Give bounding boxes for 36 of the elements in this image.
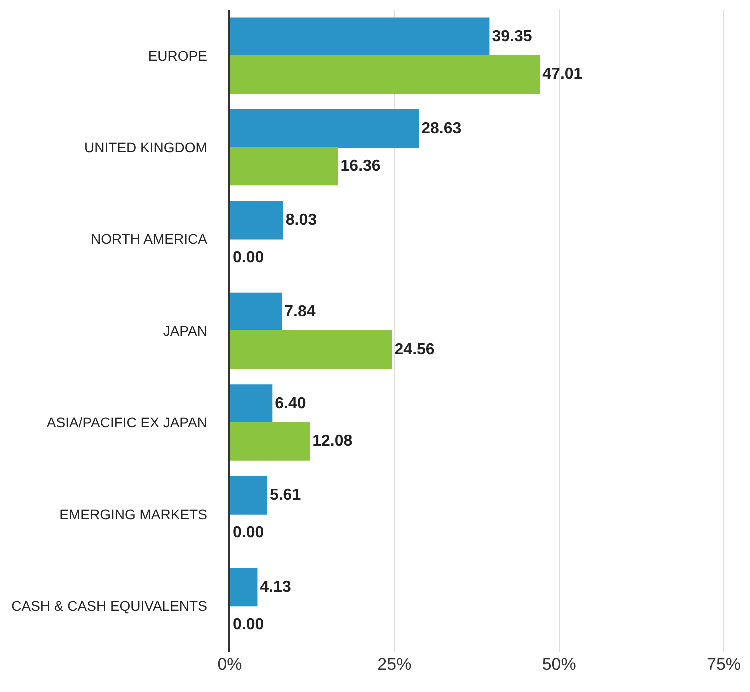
bar bbox=[230, 109, 420, 148]
bar bbox=[230, 384, 273, 424]
data-label: 4.13 bbox=[260, 578, 292, 596]
bar bbox=[230, 476, 268, 515]
y-tick-label: EUROPE bbox=[148, 48, 208, 64]
data-label: 28.63 bbox=[422, 120, 462, 138]
data-label: 0.00 bbox=[233, 616, 264, 634]
x-tick-label: 0% bbox=[218, 655, 242, 674]
y-tick-label: CASH & CASH EQUIVALENTS bbox=[12, 598, 208, 614]
y-tick-label: JAPAN bbox=[163, 322, 208, 339]
data-label: 7.84 bbox=[284, 304, 316, 321]
y-tick-label: NORTH AMERICA bbox=[91, 231, 208, 248]
data-label: 6.40 bbox=[275, 395, 306, 412]
bar bbox=[230, 292, 282, 332]
data-label: 24.56 bbox=[394, 341, 435, 358]
bar bbox=[230, 422, 310, 461]
y-tick-label: EMERGING MARKETS bbox=[60, 506, 208, 522]
bar bbox=[230, 568, 258, 607]
x-tick-label: 25% bbox=[378, 655, 412, 674]
bar bbox=[230, 55, 540, 94]
y-tick-label: ASIA/PACIFIC EX JAPAN bbox=[46, 414, 208, 431]
data-label: 16.36 bbox=[340, 158, 381, 175]
data-label: 0.00 bbox=[233, 524, 264, 542]
x-tick-label: 75% bbox=[706, 655, 742, 674]
bar bbox=[230, 330, 392, 370]
x-tick-label: 50% bbox=[542, 655, 576, 674]
bar bbox=[230, 147, 338, 186]
data-label: 5.61 bbox=[270, 487, 302, 504]
y-tick-label: UNITED KINGDOM bbox=[84, 139, 208, 156]
data-label: 12.08 bbox=[312, 433, 353, 450]
bar bbox=[230, 18, 490, 56]
data-label: 0.00 bbox=[233, 250, 264, 267]
data-label: 39.35 bbox=[492, 28, 532, 46]
data-label: 8.03 bbox=[286, 212, 318, 229]
data-label: 47.01 bbox=[542, 66, 583, 84]
bar bbox=[230, 201, 284, 240]
